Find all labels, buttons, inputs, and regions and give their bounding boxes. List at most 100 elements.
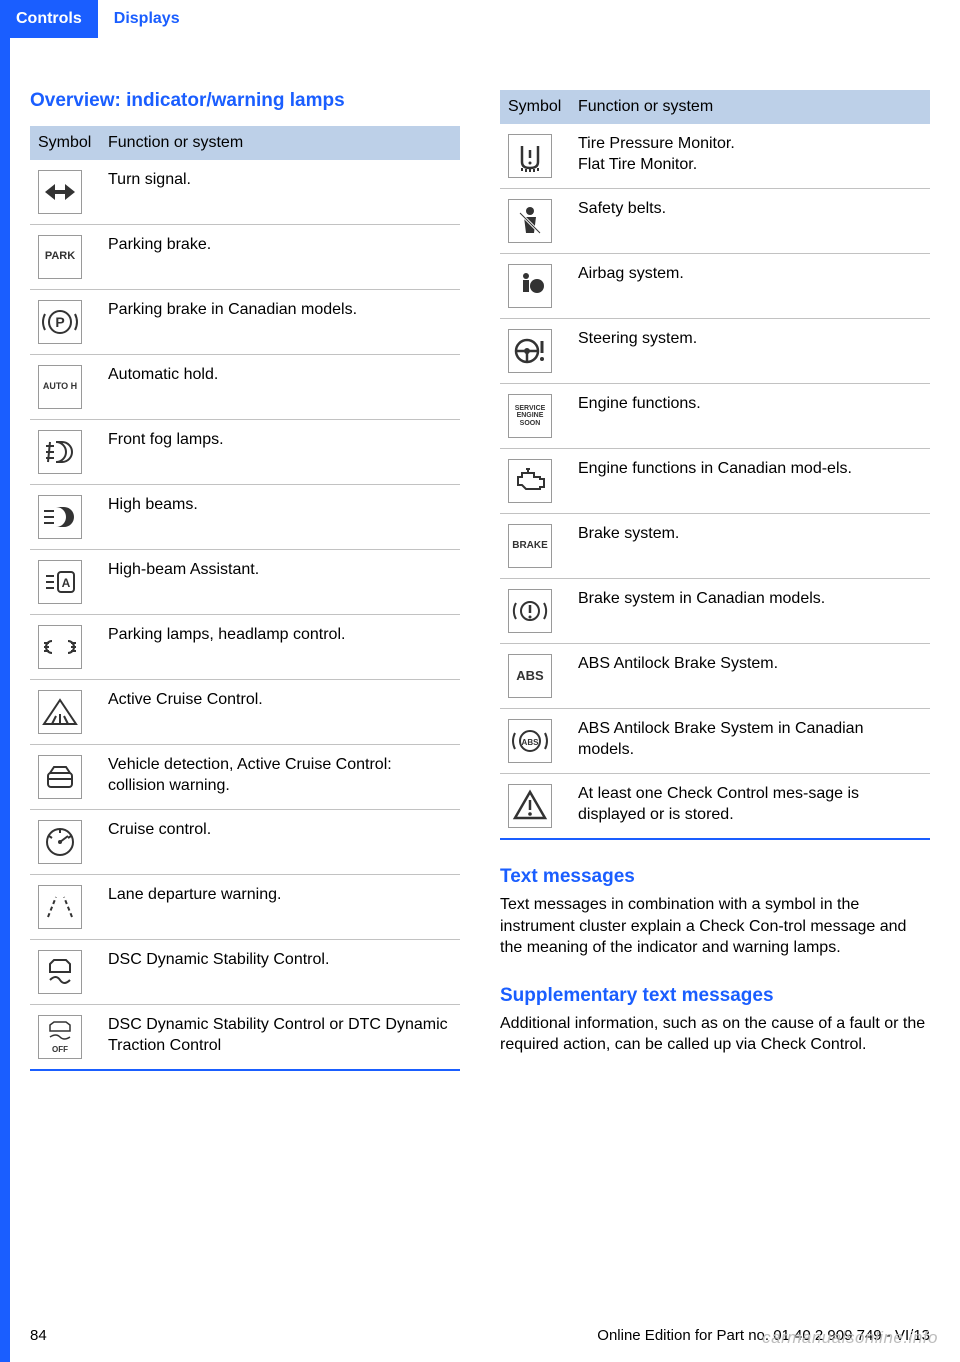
function-cell: Active Cruise Control. [100, 680, 460, 745]
symbol-cell [30, 485, 100, 550]
dsc-icon [38, 950, 82, 994]
park-text-icon: PARK [38, 235, 82, 279]
parking-lamps-icon [38, 625, 82, 669]
function-cell: Airbag system. [570, 254, 930, 319]
symbol-cell [30, 940, 100, 1005]
symbol-cell [500, 319, 570, 384]
symbol-cell [30, 745, 100, 810]
symbol-cell [30, 680, 100, 745]
svg-text:P: P [55, 314, 64, 330]
dsc-off-icon: OFF [38, 1015, 82, 1059]
tab-bar: Controls Displays [0, 0, 196, 38]
function-cell: At least one Check Control mes‐sage is d… [570, 774, 930, 840]
table-row: A High-beam Assistant. [30, 550, 460, 615]
svg-text:A: A [62, 576, 71, 590]
function-cell: Parking lamps, headlamp control. [100, 615, 460, 680]
turn-signal-icon [38, 170, 82, 214]
table-row: Brake system in Canadian models. [500, 579, 930, 644]
symbol-cell [500, 774, 570, 840]
function-cell: Engine functions in Canadian mod‐els. [570, 449, 930, 514]
symbol-cell [30, 810, 100, 875]
supp-text-para: Additional information, such as on the c… [500, 1013, 930, 1056]
symbol-table-left: Symbol Function or system Turn signal.PA… [30, 126, 460, 1071]
cruise-icon [38, 820, 82, 864]
table-row: OFFDSC Dynamic Stability Control or DTC … [30, 1005, 460, 1071]
function-cell: High beams. [100, 485, 460, 550]
function-cell: Automatic hold. [100, 355, 460, 420]
function-cell: Front fog lamps. [100, 420, 460, 485]
abs-text-icon: ABS [508, 654, 552, 698]
function-cell: DSC Dynamic Stability Control. [100, 940, 460, 1005]
fog-icon [38, 430, 82, 474]
right-column: Symbol Function or system Tire Pressure … [500, 90, 930, 1071]
watermark: carmanualsonline.info [762, 1328, 938, 1348]
symbol-cell: SERVICE ENGINE SOON [500, 384, 570, 449]
symbol-cell: P [30, 290, 100, 355]
svg-text:OFF: OFF [52, 1045, 68, 1054]
auto-h-icon: AUTO H [38, 365, 82, 409]
table-row: Vehicle detection, Active Cruise Control… [30, 745, 460, 810]
function-cell: Parking brake. [100, 225, 460, 290]
park-circle-icon: P [38, 300, 82, 344]
symbol-cell [30, 420, 100, 485]
table-row: Airbag system. [500, 254, 930, 319]
table-row: AUTO H Automatic hold. [30, 355, 460, 420]
table-row: Steering system. [500, 319, 930, 384]
function-cell: ABS Antilock Brake System in Canadian mo… [570, 709, 930, 774]
page-content: Overview: indicator/warning lamps Symbol… [30, 90, 930, 1071]
warning-triangle-icon [508, 784, 552, 828]
left-tbody: Turn signal.PARK Parking brake. P Parking b… [30, 160, 460, 1070]
supp-text-heading: Supplementary text messages [500, 985, 930, 1007]
function-cell: Cruise control. [100, 810, 460, 875]
table-row: Safety belts. [500, 189, 930, 254]
page-number: 84 [30, 1327, 47, 1344]
symbol-cell [500, 579, 570, 644]
tab-controls[interactable]: Controls [0, 0, 98, 38]
function-cell: Engine functions. [570, 384, 930, 449]
table-row: BRAKEBrake system. [500, 514, 930, 579]
table-row: ABS ABS Antilock Brake System in Canadian… [500, 709, 930, 774]
overview-heading: Overview: indicator/warning lamps [30, 90, 460, 112]
table-row: Front fog lamps. [30, 420, 460, 485]
table-row: PARK Parking brake. [30, 225, 460, 290]
text-messages-para: Text messages in combination with a symb… [500, 894, 930, 959]
svg-text:ABS: ABS [522, 738, 540, 747]
table-row: Parking lamps, headlamp control. [30, 615, 460, 680]
table-row: Turn signal. [30, 160, 460, 225]
right-tbody: Tire Pressure Monitor. Flat Tire Monitor… [500, 124, 930, 839]
function-cell: Brake system in Canadian models. [570, 579, 930, 644]
high-beam-assist-icon: A [38, 560, 82, 604]
function-cell: High-beam Assistant. [100, 550, 460, 615]
symbol-cell [500, 449, 570, 514]
symbol-cell: BRAKE [500, 514, 570, 579]
symbol-cell: PARK [30, 225, 100, 290]
symbol-cell [30, 615, 100, 680]
function-cell: Turn signal. [100, 160, 460, 225]
table-row: Engine functions in Canadian mod‐els. [500, 449, 930, 514]
table-row: High beams. [30, 485, 460, 550]
table-row: Lane departure warning. [30, 875, 460, 940]
symbol-cell: A [30, 550, 100, 615]
text-messages-heading: Text messages [500, 866, 930, 888]
lane-departure-icon [38, 885, 82, 929]
table-row: ABSABS Antilock Brake System. [500, 644, 930, 709]
table-row: At least one Check Control mes‐sage is d… [500, 774, 930, 840]
symbol-cell: AUTO H [30, 355, 100, 420]
steering-icon [508, 329, 552, 373]
brake-text-icon: BRAKE [508, 524, 552, 568]
table-row: DSC Dynamic Stability Control. [30, 940, 460, 1005]
function-cell: Tire Pressure Monitor. Flat Tire Monitor… [570, 124, 930, 189]
symbol-cell [500, 124, 570, 189]
tab-displays[interactable]: Displays [98, 0, 196, 38]
function-cell: Lane departure warning. [100, 875, 460, 940]
active-cruise-icon [38, 690, 82, 734]
tire-pressure-icon [508, 134, 552, 178]
symbol-cell [30, 160, 100, 225]
symbol-table-right: Symbol Function or system Tire Pressure … [500, 90, 930, 840]
symbol-cell: ABS [500, 709, 570, 774]
symbol-cell: OFF [30, 1005, 100, 1071]
engine-ca-icon [508, 459, 552, 503]
airbag-icon [508, 264, 552, 308]
function-cell: Safety belts. [570, 189, 930, 254]
brake-ca-icon [508, 589, 552, 633]
